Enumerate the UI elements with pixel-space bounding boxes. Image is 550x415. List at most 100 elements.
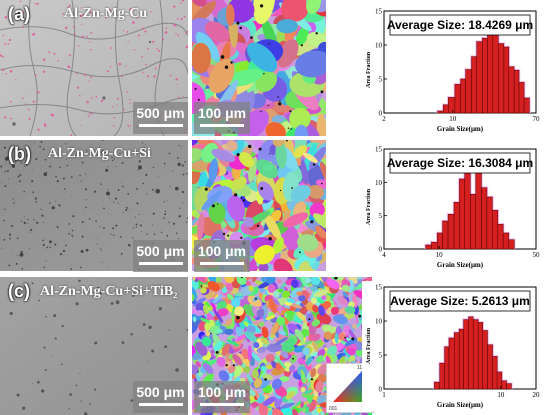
ebsd-scale-line-b bbox=[200, 262, 244, 265]
average-size-title: Average Size: 16.3084 μm bbox=[387, 156, 533, 170]
x-tick-label-1: 10 bbox=[449, 115, 457, 123]
ipf-corner-001: 001 bbox=[329, 406, 338, 412]
histogram-bar-13 bbox=[508, 66, 515, 114]
y-tick-label-0: 0 bbox=[379, 246, 383, 254]
histogram-bar-10 bbox=[481, 187, 488, 250]
ebsd-scale-label-a: 100 μm bbox=[197, 105, 247, 121]
sem-image-a bbox=[0, 0, 188, 136]
y-tick-label-3: 15 bbox=[375, 146, 383, 154]
histogram-bar-5 bbox=[453, 202, 460, 250]
x-tick-label-2: 20 bbox=[533, 391, 541, 399]
x-axis-label: Grain Size(μm) bbox=[437, 401, 484, 409]
x-tick-label-2: 50 bbox=[533, 251, 541, 259]
histogram-bar-3 bbox=[454, 84, 461, 114]
sem-scale-bar-b: 500 μm bbox=[133, 240, 188, 272]
histogram-bar-2 bbox=[448, 97, 456, 114]
histogram-bar-6 bbox=[459, 178, 465, 250]
x-tick-label-0: 1 bbox=[382, 391, 386, 399]
panel-letter-c: (c) bbox=[8, 281, 30, 301]
grain-size-histogram-c: 0 5 10 15 1 10 20 Grain Size(μm) Area Fraction Av… bbox=[362, 281, 544, 411]
grain-size-histogram-a: 0 5 10 15 2 10 70 Grain Size(μm) Area Fraction Av… bbox=[362, 5, 544, 135]
histogram-bar-1 bbox=[439, 362, 445, 390]
sem-scale-bar-a: 500 μm bbox=[133, 102, 188, 134]
histogram-bar-11 bbox=[486, 196, 493, 250]
x-tick-label-0: 2 bbox=[382, 115, 386, 123]
histogram-bar-0 bbox=[425, 244, 432, 250]
histogram-bar-9 bbox=[487, 27, 494, 114]
alloy-label-b: Al-Zn-Mg-Cu+Si bbox=[48, 146, 151, 161]
sem-scale-line-b bbox=[138, 262, 183, 265]
x-axis-label: Grain Size(μm) bbox=[437, 261, 484, 269]
histogram-bar-6 bbox=[463, 319, 469, 390]
y-tick-label-1: 5 bbox=[379, 76, 383, 84]
histogram-bar-7 bbox=[468, 316, 474, 390]
histogram-bar-3 bbox=[448, 337, 455, 390]
histogram-bar-8 bbox=[470, 194, 477, 250]
histogram-bar-13 bbox=[496, 371, 503, 390]
average-size-box bbox=[389, 290, 531, 312]
ebsd-scale-label-c: 100 μm bbox=[197, 384, 247, 400]
y-axis-label: Area Fraction bbox=[366, 51, 372, 88]
x-axis-label: Grain Size(μm) bbox=[437, 125, 484, 133]
ebsd-scale-bar-a: 100 μm bbox=[194, 102, 250, 134]
ipf-corner-111: 111 bbox=[357, 365, 365, 371]
histogram-bar-1 bbox=[443, 104, 449, 114]
histogram-bar-11 bbox=[498, 43, 505, 114]
average-size-title: Average Size: 5.2613 μm bbox=[390, 294, 530, 308]
y-tick-label-2: 10 bbox=[375, 318, 383, 326]
histogram-bar-10 bbox=[492, 31, 499, 114]
histogram-bar-13 bbox=[497, 224, 504, 250]
histogram-bar-1 bbox=[431, 242, 438, 250]
panel-letter-b: (b) bbox=[8, 144, 31, 164]
ebsd-scale-line-a bbox=[200, 124, 244, 127]
histogram-bar-9 bbox=[477, 322, 483, 390]
y-tick-label-2: 10 bbox=[375, 179, 383, 187]
x-tick-label-2: 70 bbox=[533, 115, 541, 123]
average-size-box bbox=[389, 14, 531, 36]
sem-scale-label-b: 500 μm bbox=[136, 243, 185, 259]
ebsd-scale-bar-b: 100 μm bbox=[194, 240, 250, 272]
histogram-bar-8 bbox=[482, 37, 488, 114]
histogram-bar-12 bbox=[492, 210, 499, 250]
y-tick-label-3: 15 bbox=[375, 8, 383, 16]
histogram-bar-7 bbox=[476, 41, 483, 114]
histogram-bar-9 bbox=[475, 172, 482, 250]
histogram-bar-3 bbox=[442, 220, 449, 250]
sem-scale-label-a: 500 μm bbox=[136, 105, 185, 121]
histogram-bar-4 bbox=[454, 332, 460, 390]
histogram-bar-0 bbox=[434, 381, 440, 390]
panel-letter-a: (a) bbox=[8, 4, 30, 24]
histogram-bar-15 bbox=[518, 82, 525, 114]
histogram-bar-8 bbox=[472, 319, 479, 390]
histogram-bar-7 bbox=[464, 164, 471, 250]
ebsd-scale-bar-c: 100 μm bbox=[194, 381, 250, 413]
average-size-box bbox=[389, 152, 531, 174]
grain-size-histogram-b: 0 5 10 15 4 10 50 Grain Size(μm) Area Fraction Av… bbox=[362, 143, 544, 271]
sem-scale-label-c: 500 μm bbox=[136, 384, 185, 400]
y-tick-label-2: 10 bbox=[375, 42, 383, 50]
histogram-bar-16 bbox=[523, 97, 530, 114]
histogram-bar-11 bbox=[487, 344, 493, 390]
histogram-bar-12 bbox=[503, 46, 510, 114]
histogram-bar-6 bbox=[471, 56, 477, 114]
ebsd-scale-line-c bbox=[200, 403, 244, 406]
y-axis-label: Area Fraction bbox=[366, 188, 372, 225]
average-size-title: Average Size: 18.4269 μm bbox=[387, 18, 533, 32]
y-tick-label-1: 5 bbox=[379, 212, 383, 220]
histogram-bar-4 bbox=[447, 214, 455, 250]
histogram-bar-4 bbox=[460, 78, 466, 114]
sem-scale-bar-c: 500 μm bbox=[133, 381, 188, 413]
histogram-bar-14 bbox=[502, 232, 509, 250]
x-tick-label-0: 4 bbox=[382, 251, 386, 259]
x-tick-label-1: 10 bbox=[497, 391, 505, 399]
y-tick-label-3: 15 bbox=[375, 284, 383, 292]
x-tick-label-1: 10 bbox=[436, 251, 444, 259]
sem-scale-line-c bbox=[138, 403, 183, 406]
y-axis-label: Area Fraction bbox=[366, 327, 372, 364]
y-tick-label-0: 0 bbox=[379, 386, 383, 394]
histogram-bar-14 bbox=[501, 380, 507, 390]
ebsd-scale-label-b: 100 μm bbox=[197, 243, 247, 259]
sem-scale-line-a bbox=[138, 124, 183, 127]
histogram-bar-2 bbox=[444, 346, 450, 390]
